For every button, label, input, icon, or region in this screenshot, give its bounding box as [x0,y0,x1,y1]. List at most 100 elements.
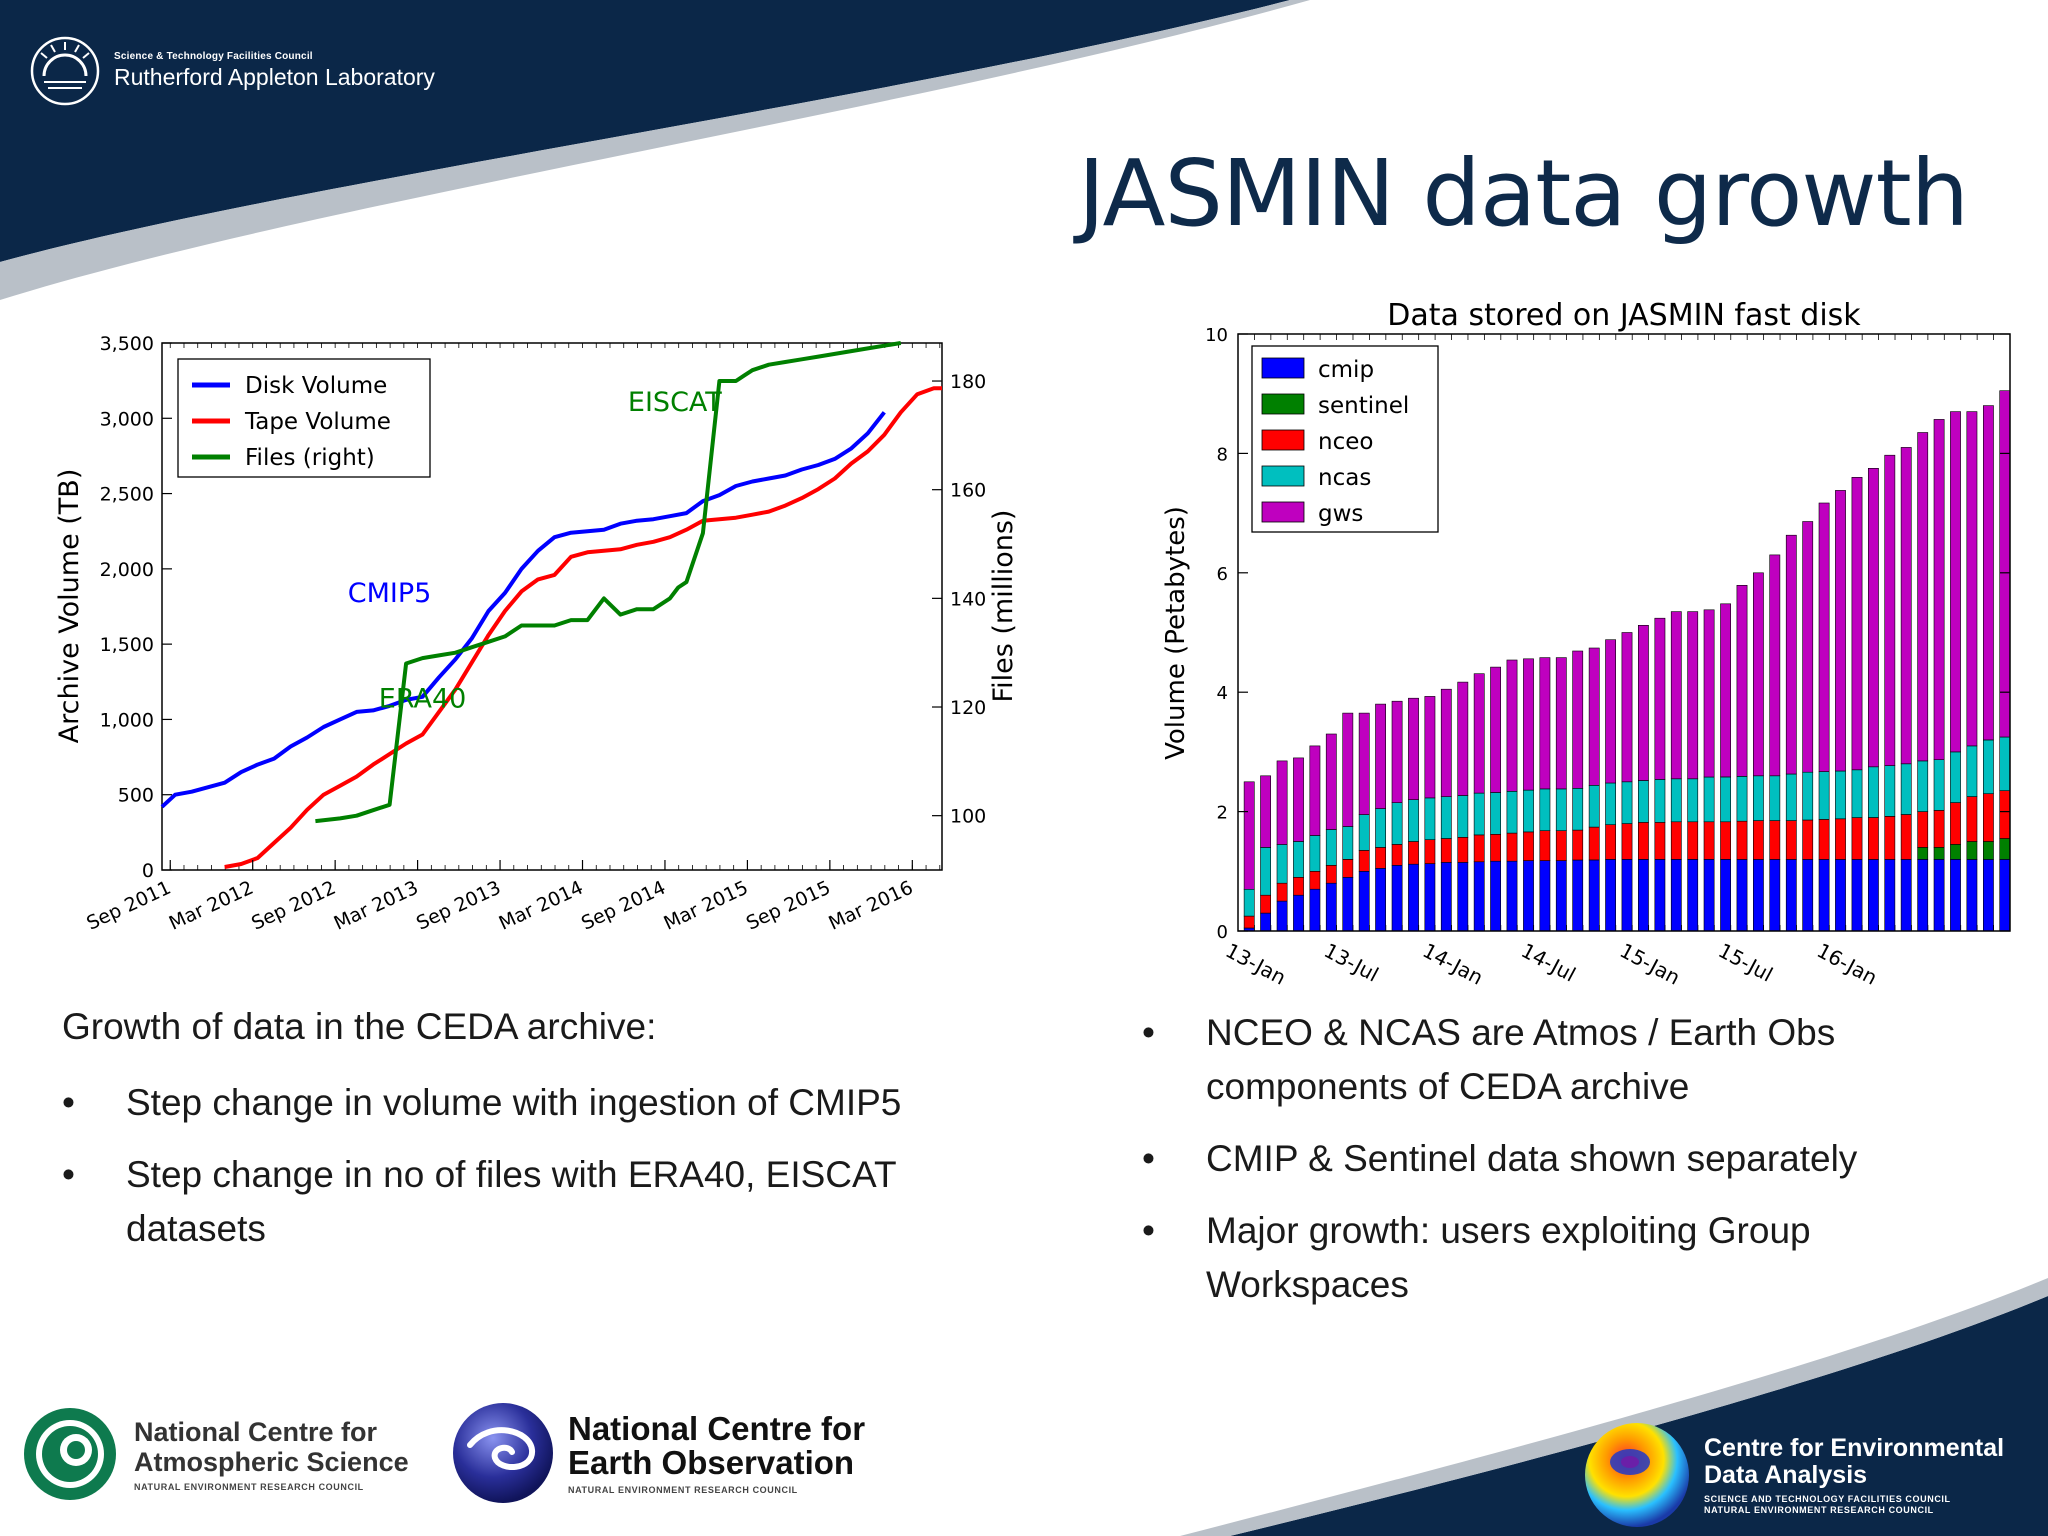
bar-segment-ncas [1473,792,1485,836]
bar-segment-cmip [1785,859,1797,932]
x-tick-label: 15-Jul [1714,938,1776,986]
bar-segment-gws [1440,688,1452,798]
bar-segment-sentinel [1917,847,1929,860]
bar-segment-nceo [1424,839,1436,864]
bar-segment-gws [1408,697,1419,801]
bar-segment-ncas [1637,780,1649,823]
bar-segment-gws [1473,673,1485,794]
bar-segment-gws [1605,639,1616,784]
ncas-swirl-icon [24,1408,116,1500]
bar-segment-nceo [1835,818,1846,860]
bar-segment-ncas [1276,844,1288,884]
plot-frame [1237,333,2011,932]
bar-segment-gws [1506,659,1518,792]
right-bullet-list: NCEO & NCAS are Atmos / Earth Obs compon… [1142,1006,2002,1330]
bar-segment-ncas [1358,814,1370,851]
y2-axis-label: Files (millions) [988,510,1019,703]
list-item: Step change in volume with ingestion of … [62,1076,922,1130]
legend-label: nceo [1318,429,1373,455]
bar-segment-cmip [1260,912,1271,932]
bar-segment-sentinel [1999,838,2011,860]
bar-segment-ncas [1342,826,1354,860]
x-tick-label: 14-Jul [1517,938,1579,986]
bar-segment-gws [1375,703,1386,809]
bar-segment-nceo [1490,833,1501,862]
bar-segment-ncas [1802,771,1814,821]
legend-swatch [1261,465,1305,487]
bar-segment-ncas [1687,778,1699,823]
plot-frame [161,342,943,871]
stfc-sunburst-icon [30,36,100,106]
bar-segment-nceo [1950,802,1961,845]
bar-segment-nceo [1293,876,1304,896]
nceo-line2: Earth Observation [568,1443,855,1481]
bar-segment-nceo [1506,832,1518,862]
bar-segment-gws [1670,611,1682,780]
bar-segment-ncas [1260,847,1271,896]
bar-segment-ncas [1851,769,1863,818]
bar-segment-cmip [1621,859,1633,932]
bar-segment-gws [1752,572,1764,777]
bar-segment-cmip [1637,859,1649,932]
x-tick-label: Sep 2015 [743,877,834,935]
bar-segment-nceo [1539,830,1551,861]
x-tick-label: 14-Jan [1419,938,1487,990]
bar-segment-nceo [1342,859,1354,878]
bar-segment-nceo [1276,882,1288,902]
bar-segment-ncas [1408,799,1419,842]
y2-tick-label: 120 [950,697,986,719]
bar-segment-cmip [1309,888,1321,932]
bar-segment-cmip [1342,876,1354,932]
bar-segment-cmip [1555,860,1567,932]
y-tick-label: 4 [1217,683,1228,704]
x-tick-label: 13-Jul [1320,938,1382,986]
bar-segment-nceo [1555,830,1567,861]
bar-segment-gws [1785,534,1797,775]
series-line-files-right- [315,341,902,824]
nceo-globe-icon [453,1403,553,1503]
bar-segment-cmip [1325,882,1337,932]
ceda-line1: Centre for Environmental [1704,1434,2005,1462]
series-line-disk-volume [160,411,886,809]
list-item: Major growth: users exploiting Group Wor… [1142,1204,2002,1312]
legend-label: Tape Volume [244,409,391,435]
legend-swatch [1261,357,1305,379]
bar-segment-sentinel [1933,847,1945,860]
bar-segment-ncas [1884,765,1896,817]
y-tick-label: 10 [1205,325,1228,346]
bar-segment-cmip [1440,861,1452,932]
bar-segment-ncas [1785,773,1797,821]
header-banner [0,0,1310,300]
bar-segment-ncas [1424,797,1436,840]
bar-segment-ncas [1966,745,1978,797]
bar-segment-nceo [1802,819,1814,860]
bar-segment-ncas [1621,781,1633,824]
bar-segment-nceo [1982,793,1994,842]
nceo-subtitle: NATURAL ENVIRONMENT RESEARCH COUNCIL [568,1484,798,1495]
bar-segment-cmip [1835,859,1846,932]
bar-segment-ncas [1703,776,1715,823]
bar-segment-cmip [1654,859,1666,932]
y2-tick-label: 100 [950,806,986,828]
bar-segment-gws [1539,657,1551,790]
bar-segment-cmip [1506,860,1518,932]
bar-segment-cmip [1982,859,1994,932]
legend-label: Files (right) [245,445,375,471]
x-tick-label: Mar 2015 [660,877,751,935]
bar-segment-gws [1325,733,1337,830]
y2-tick-label: 160 [950,480,986,502]
bar-segment-ncas [1720,776,1731,823]
bar-segment-cmip [1900,859,1912,932]
bar-segment-ncas [1982,739,1994,795]
bar-segment-ncas [1325,829,1337,866]
bar-segment-gws [1818,502,1830,772]
bar-segment-cmip [1703,859,1715,932]
rutherford-logo: Science & Technology Facilities Council … [30,36,435,106]
bar-segment-gws [1802,521,1814,773]
page-title: JASMIN data growth [1078,140,1969,247]
bar-segment-nceo [1621,823,1633,860]
legend-label: sentinel [1318,393,1409,419]
bar-segment-sentinel [1950,844,1961,860]
x-tick-label: 16-Jan [1813,938,1881,990]
bar-segment-nceo [1243,915,1255,929]
